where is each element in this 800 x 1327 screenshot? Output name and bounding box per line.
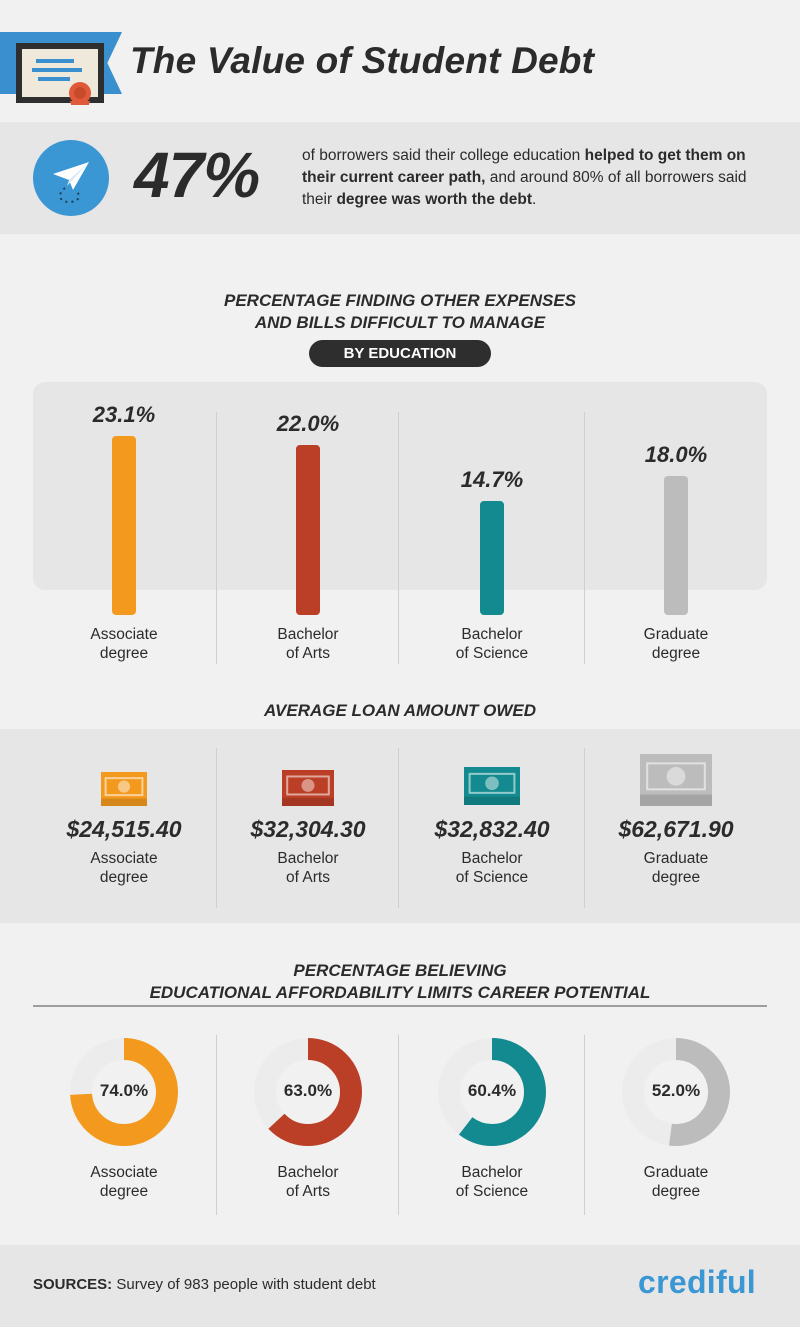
column-divider bbox=[584, 748, 585, 908]
bar-chart-heading-line1: PERCENTAGE FINDING OTHER EXPENSES bbox=[223, 291, 576, 310]
loan-amount: $32,304.30 bbox=[250, 816, 366, 842]
footer bbox=[0, 1245, 800, 1327]
donut-chart bbox=[622, 1038, 730, 1146]
stat-text-part: and around 80% of all borrowers said the… bbox=[302, 169, 747, 208]
donut-slice-science bbox=[438, 1038, 546, 1146]
stat-band bbox=[0, 122, 800, 234]
column-divider bbox=[398, 412, 399, 664]
money-bill-icon bbox=[464, 767, 520, 805]
bar-category-label: Graduate degree bbox=[643, 626, 709, 662]
stat-text-part: helped to get them on their current care… bbox=[302, 147, 746, 186]
donut-chart bbox=[438, 1038, 546, 1146]
money-bill-icon bbox=[282, 770, 334, 806]
loan-amount: $62,671.90 bbox=[618, 816, 734, 842]
money-bill-icon bbox=[101, 772, 147, 806]
loan-amount: $24,515.40 bbox=[66, 816, 182, 842]
header: The Value of Student Debt bbox=[0, 0, 800, 122]
paper-plane-icon bbox=[33, 140, 109, 216]
donut-slice-graduate bbox=[622, 1038, 730, 1146]
donut-chart bbox=[70, 1038, 178, 1146]
loan-category-label: Associate degree bbox=[90, 850, 158, 886]
loan-category-label: Bachelor of Science bbox=[455, 850, 529, 886]
stat-text-part: degree was worth the debt bbox=[336, 191, 532, 208]
certificate-icon bbox=[16, 43, 104, 105]
column-divider bbox=[584, 412, 585, 664]
loan-category-label: Graduate degree bbox=[643, 850, 709, 886]
bar-value-label: 23.1% bbox=[92, 401, 156, 427]
bar-category-label: Associate degree bbox=[90, 626, 158, 662]
sources: SOURCES: Survey of 983 people with stude… bbox=[33, 1276, 376, 1293]
column-divider bbox=[216, 412, 217, 664]
donut-slice-arts bbox=[254, 1038, 362, 1146]
loan-amount: $32,832.40 bbox=[434, 816, 550, 842]
bar-science bbox=[480, 501, 504, 615]
donut-value-label: 74.0% bbox=[99, 1081, 149, 1100]
loan-heading: AVERAGE LOAN AMOUNT OWED bbox=[264, 701, 536, 720]
donut-heading-rule bbox=[33, 1005, 767, 1007]
stat-text: of borrowers said their college educatio… bbox=[302, 145, 772, 211]
stat-number: 47% bbox=[134, 139, 260, 211]
loan-category-label: Bachelor of Arts bbox=[277, 850, 339, 886]
by-education-pill: BY EDUCATION bbox=[309, 340, 491, 367]
column-divider bbox=[584, 1035, 585, 1215]
donut-heading-line2: EDUCATIONAL AFFORDABILITY LIMITS CAREER … bbox=[149, 983, 651, 1002]
donut-category-label: Bachelor of Arts bbox=[277, 1164, 339, 1200]
stat-text-part: of borrowers said their college educatio… bbox=[302, 147, 585, 164]
column-divider bbox=[216, 1035, 217, 1215]
bar-associate bbox=[112, 435, 136, 615]
bar-graduate bbox=[664, 475, 688, 615]
bar-category-label: Bachelor of Science bbox=[455, 626, 529, 662]
donut-category-label: Graduate degree bbox=[643, 1164, 709, 1200]
donut-category-label: Associate degree bbox=[90, 1164, 158, 1200]
column-divider bbox=[398, 748, 399, 908]
money-bill-icon bbox=[640, 754, 712, 806]
donut-value-label: 60.4% bbox=[467, 1081, 517, 1100]
bar-category-label: Bachelor of Arts bbox=[277, 626, 339, 662]
bar-chart-heading-line2: AND BILLS DIFFICULT TO MANAGE bbox=[254, 313, 546, 332]
column-divider bbox=[216, 748, 217, 908]
page-title: The Value of Student Debt bbox=[130, 40, 595, 81]
donut-heading-line1: PERCENTAGE BELIEVING bbox=[293, 961, 507, 980]
stat-text-part: . bbox=[531, 191, 537, 208]
donut-value-label: 63.0% bbox=[283, 1081, 333, 1100]
column-divider bbox=[398, 1035, 399, 1215]
donut-chart bbox=[254, 1038, 362, 1146]
bar-value-label: 14.7% bbox=[460, 467, 524, 493]
bar-value-label: 22.0% bbox=[276, 410, 340, 436]
sources-text: Survey of 983 people with student debt bbox=[112, 1276, 376, 1293]
donut-slice-associate bbox=[70, 1038, 178, 1146]
donut-value-label: 52.0% bbox=[651, 1081, 701, 1100]
sources-label: SOURCES: bbox=[33, 1276, 113, 1293]
bar-chart-panel bbox=[33, 382, 767, 590]
crediful-logo: crediful bbox=[638, 1264, 756, 1300]
donut-category-label: Bachelor of Science bbox=[455, 1164, 529, 1200]
bar-arts bbox=[296, 444, 320, 615]
bar-value-label: 18.0% bbox=[644, 441, 708, 467]
